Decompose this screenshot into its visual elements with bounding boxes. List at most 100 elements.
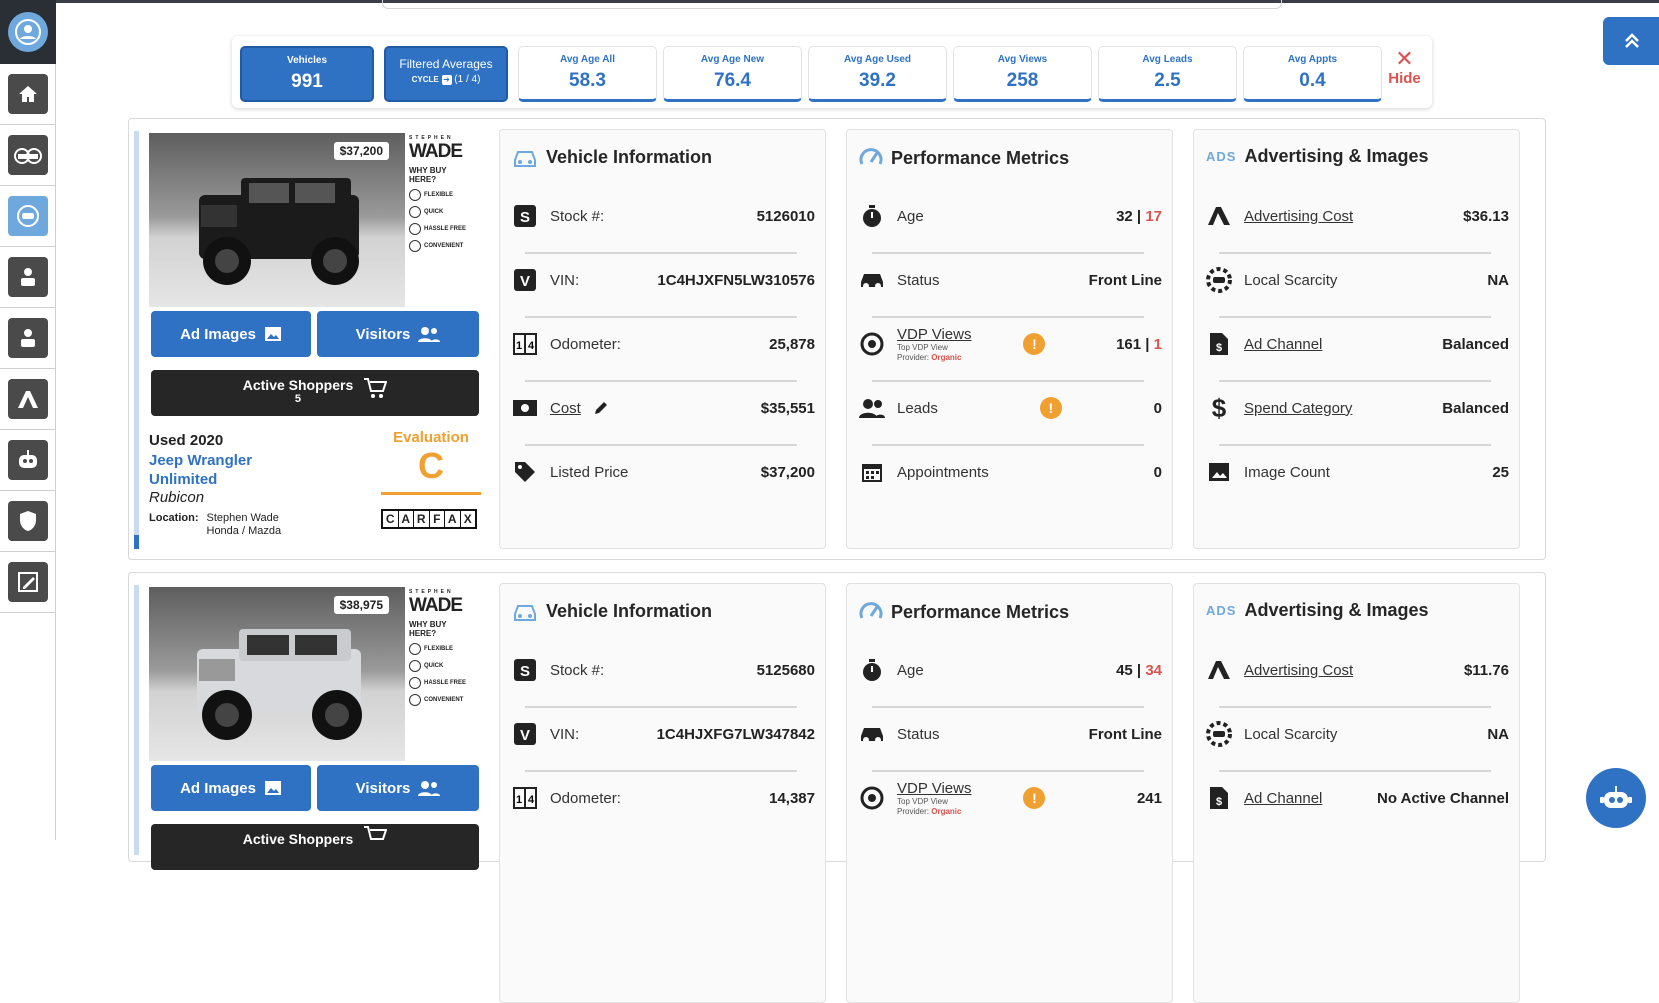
provider-value: Organic bbox=[931, 352, 962, 362]
stopwatch-icon bbox=[859, 657, 885, 683]
sidebar-item-bot[interactable] bbox=[0, 430, 56, 491]
evaluation-grade: C bbox=[418, 445, 444, 486]
stock-row: S Stock #: 5126010 bbox=[512, 196, 815, 236]
sidebar-item-security[interactable] bbox=[0, 491, 56, 552]
double-chevron-up-icon bbox=[1625, 33, 1639, 48]
visitors-button[interactable]: Visitors bbox=[317, 311, 479, 357]
provider-value: Organic bbox=[931, 806, 962, 816]
price-tag: $38,975 bbox=[333, 596, 389, 614]
stat-vehicles: Vehicles 991 bbox=[240, 46, 374, 102]
stock-value: 5125680 bbox=[756, 661, 815, 679]
car-icon bbox=[859, 267, 885, 293]
svg-text:1: 1 bbox=[516, 794, 522, 806]
image-icon bbox=[1206, 459, 1232, 485]
odometer-row: 1 4 Odometer: 14,387 bbox=[512, 778, 815, 818]
active-shoppers-label: Active Shoppers bbox=[242, 377, 354, 393]
filtered-averages-button[interactable]: Filtered Averages CYCLE ➔ (1 / 4) bbox=[384, 46, 508, 102]
active-shoppers-button[interactable]: Active Shoppers bbox=[151, 824, 479, 870]
user-icon bbox=[21, 329, 35, 347]
sidebar-item-team[interactable] bbox=[0, 308, 56, 369]
dealer-perk: HASSLE FREE bbox=[409, 677, 473, 689]
sidebar-item-inventory[interactable] bbox=[0, 125, 56, 186]
robot-icon bbox=[1600, 786, 1632, 808]
age-value: 45 bbox=[1116, 661, 1133, 679]
advertising-cost-link[interactable]: Advertising Cost bbox=[1244, 207, 1354, 225]
spend-category-link[interactable]: Spend Category bbox=[1244, 399, 1353, 417]
sidebar-item-edit[interactable] bbox=[0, 552, 56, 613]
ad-images-button[interactable]: Ad Images bbox=[151, 765, 311, 811]
warning-icon[interactable]: ! bbox=[1023, 333, 1046, 355]
status-value: Front Line bbox=[1088, 271, 1162, 289]
ad-images-button[interactable]: Ad Images bbox=[151, 311, 311, 357]
vehicle-location: Location: Stephen Wade Honda / Mazda bbox=[149, 512, 297, 538]
active-shoppers-button[interactable]: Active Shoppers 5 bbox=[151, 370, 479, 416]
svg-text:$: $ bbox=[1216, 342, 1222, 354]
cost-row: Cost $35,551 bbox=[512, 388, 815, 428]
vehicle-model-link[interactable]: Jeep Wrangler Unlimited bbox=[149, 452, 253, 488]
warning-icon[interactable]: ! bbox=[1039, 397, 1062, 419]
card-accent bbox=[134, 131, 139, 549]
svg-text:$: $ bbox=[1216, 796, 1222, 808]
location-label: Location: bbox=[149, 512, 199, 524]
advertising-images-panel: ADS Advertising & Images Advertising Cost… bbox=[1193, 129, 1520, 549]
age-label: Age bbox=[897, 207, 924, 225]
vdp-views-row: VDP Views Top VDP View Provider: Organic! 1… bbox=[859, 324, 1162, 364]
vehicle-photo[interactable]: $37,200 bbox=[149, 133, 405, 307]
svg-text:S: S bbox=[520, 663, 530, 680]
vin-label: VIN: bbox=[550, 725, 580, 743]
pencil-icon[interactable] bbox=[593, 400, 609, 416]
dealer-banner: STEPHEN WADE WHY BUY HERE? FLEXIBLE QUIC… bbox=[405, 133, 477, 307]
ad-channel-link[interactable]: Ad Channel bbox=[1244, 335, 1323, 353]
age-secondary-value: 34 bbox=[1145, 661, 1162, 679]
dealer-banner: STEPHEN WADE WHY BUY HERE? FLEXIBLE QUIC… bbox=[405, 587, 477, 761]
vdp-value: 241 bbox=[1136, 789, 1162, 807]
stat-avg-appts: Avg Appts 0.4 bbox=[1243, 46, 1382, 102]
stock-icon: S bbox=[512, 657, 538, 683]
stock-label: Stock #: bbox=[550, 661, 605, 679]
jeep-image bbox=[197, 629, 362, 740]
visitors-button[interactable]: Visitors bbox=[317, 765, 479, 811]
sidebar-item-home[interactable] bbox=[0, 64, 56, 125]
panel-title: Vehicle Information bbox=[546, 146, 713, 167]
stat-value: 39.2 bbox=[859, 70, 896, 91]
hide-label: Hide bbox=[1388, 70, 1421, 87]
chatbot-button[interactable] bbox=[1586, 768, 1646, 828]
leads-row: Leads! 0 bbox=[859, 388, 1162, 428]
dealer-perk: FLEXIBLE bbox=[409, 189, 473, 201]
age-row: Age 45 | 34 bbox=[859, 650, 1162, 690]
hide-button[interactable]: ✕ Hide bbox=[1382, 48, 1427, 88]
car-outline-icon bbox=[514, 605, 536, 621]
stat-value: 58.3 bbox=[569, 70, 606, 91]
speedometer-icon bbox=[859, 602, 883, 619]
stat-value: 2.5 bbox=[1154, 70, 1181, 91]
ads-icon bbox=[1206, 203, 1232, 229]
vdp-views-link[interactable]: VDP Views bbox=[897, 325, 972, 343]
advertising-cost-link[interactable]: Advertising Cost bbox=[1244, 661, 1354, 679]
warning-icon[interactable]: ! bbox=[1023, 787, 1046, 809]
sidebar-item-users[interactable] bbox=[0, 247, 56, 308]
dealer-why: WHY BUY HERE? bbox=[409, 620, 447, 638]
ad-channel-link[interactable]: Ad Channel bbox=[1244, 789, 1323, 807]
age-row: Age 32 | 17 bbox=[859, 196, 1162, 236]
cost-link[interactable]: Cost bbox=[550, 399, 581, 417]
dealer-brand-top: STEPHEN bbox=[409, 135, 454, 141]
sidebar-item-ads[interactable] bbox=[0, 369, 56, 430]
ad-images-label: Ad Images bbox=[180, 779, 256, 797]
vdp-views-link[interactable]: VDP Views bbox=[897, 779, 972, 797]
stat-value: 76.4 bbox=[714, 70, 751, 91]
location-value: Stephen Wade Honda / Mazda bbox=[206, 512, 282, 537]
profile-avatar[interactable] bbox=[0, 0, 56, 64]
vdp-views-row: VDP Views Top VDP View Provider: Organic! 2… bbox=[859, 778, 1162, 818]
dealer-why: WHY BUY HERE? bbox=[409, 166, 447, 184]
vehicle-photo[interactable]: $38,975 bbox=[149, 587, 405, 761]
local-scarcity-value: NA bbox=[1487, 725, 1509, 743]
sidebar-item-vehicles[interactable] bbox=[0, 186, 56, 247]
vehicle-information-panel: Vehicle Information S Stock #: 5125680 V VI… bbox=[499, 583, 826, 1003]
cart-icon bbox=[364, 377, 388, 398]
panel-title: Vehicle Information bbox=[546, 600, 713, 621]
robot-icon bbox=[19, 450, 37, 468]
inventory-icon bbox=[14, 148, 42, 164]
active-shoppers-count: 5 bbox=[294, 393, 302, 405]
scroll-top-button[interactable] bbox=[1603, 17, 1659, 65]
